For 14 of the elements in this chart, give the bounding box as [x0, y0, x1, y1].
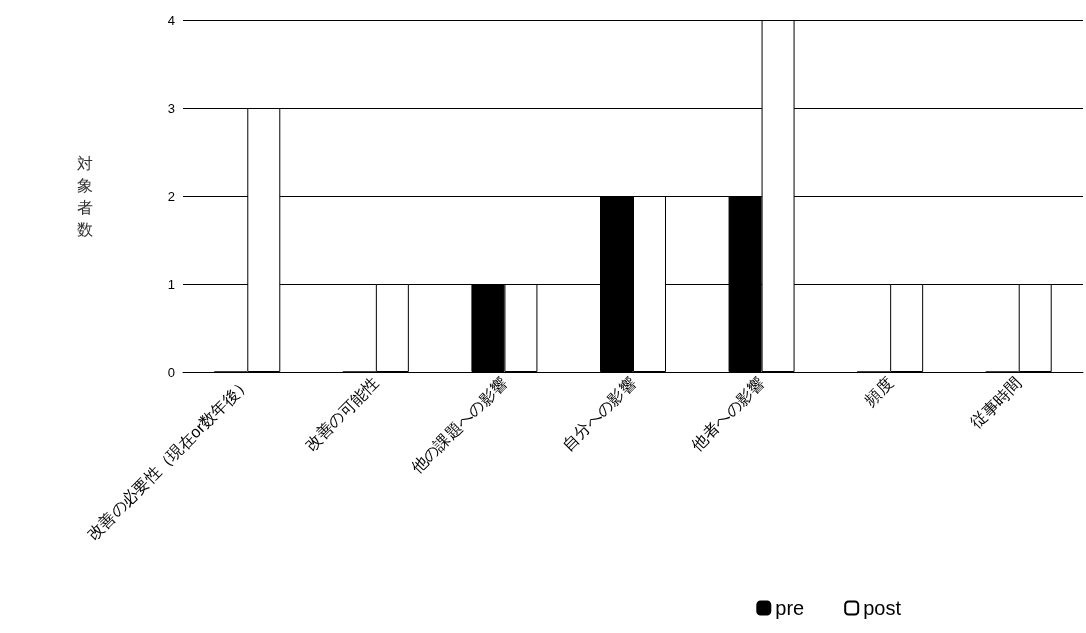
x-tick-label: 他者への影響: [687, 373, 768, 454]
x-tick-label: 他の課題への影響: [407, 373, 511, 477]
legend-label: pre: [775, 597, 805, 619]
x-tick-label: 自分への影響: [559, 373, 640, 454]
y-tick-label: 1: [167, 276, 175, 292]
y-tick-label: 2: [167, 188, 175, 204]
legend-label: post: [863, 597, 902, 619]
y-axis-title: 対象者数: [77, 154, 93, 238]
y-tick-label: 3: [167, 100, 175, 116]
y-tick-label: 4: [167, 12, 175, 28]
x-tick-label: 改善の可能性: [301, 373, 382, 454]
x-tick-label: 従事時間: [967, 373, 1025, 432]
y-tick-label: 0: [167, 364, 175, 380]
x-tick-label: 頻度: [861, 373, 897, 409]
